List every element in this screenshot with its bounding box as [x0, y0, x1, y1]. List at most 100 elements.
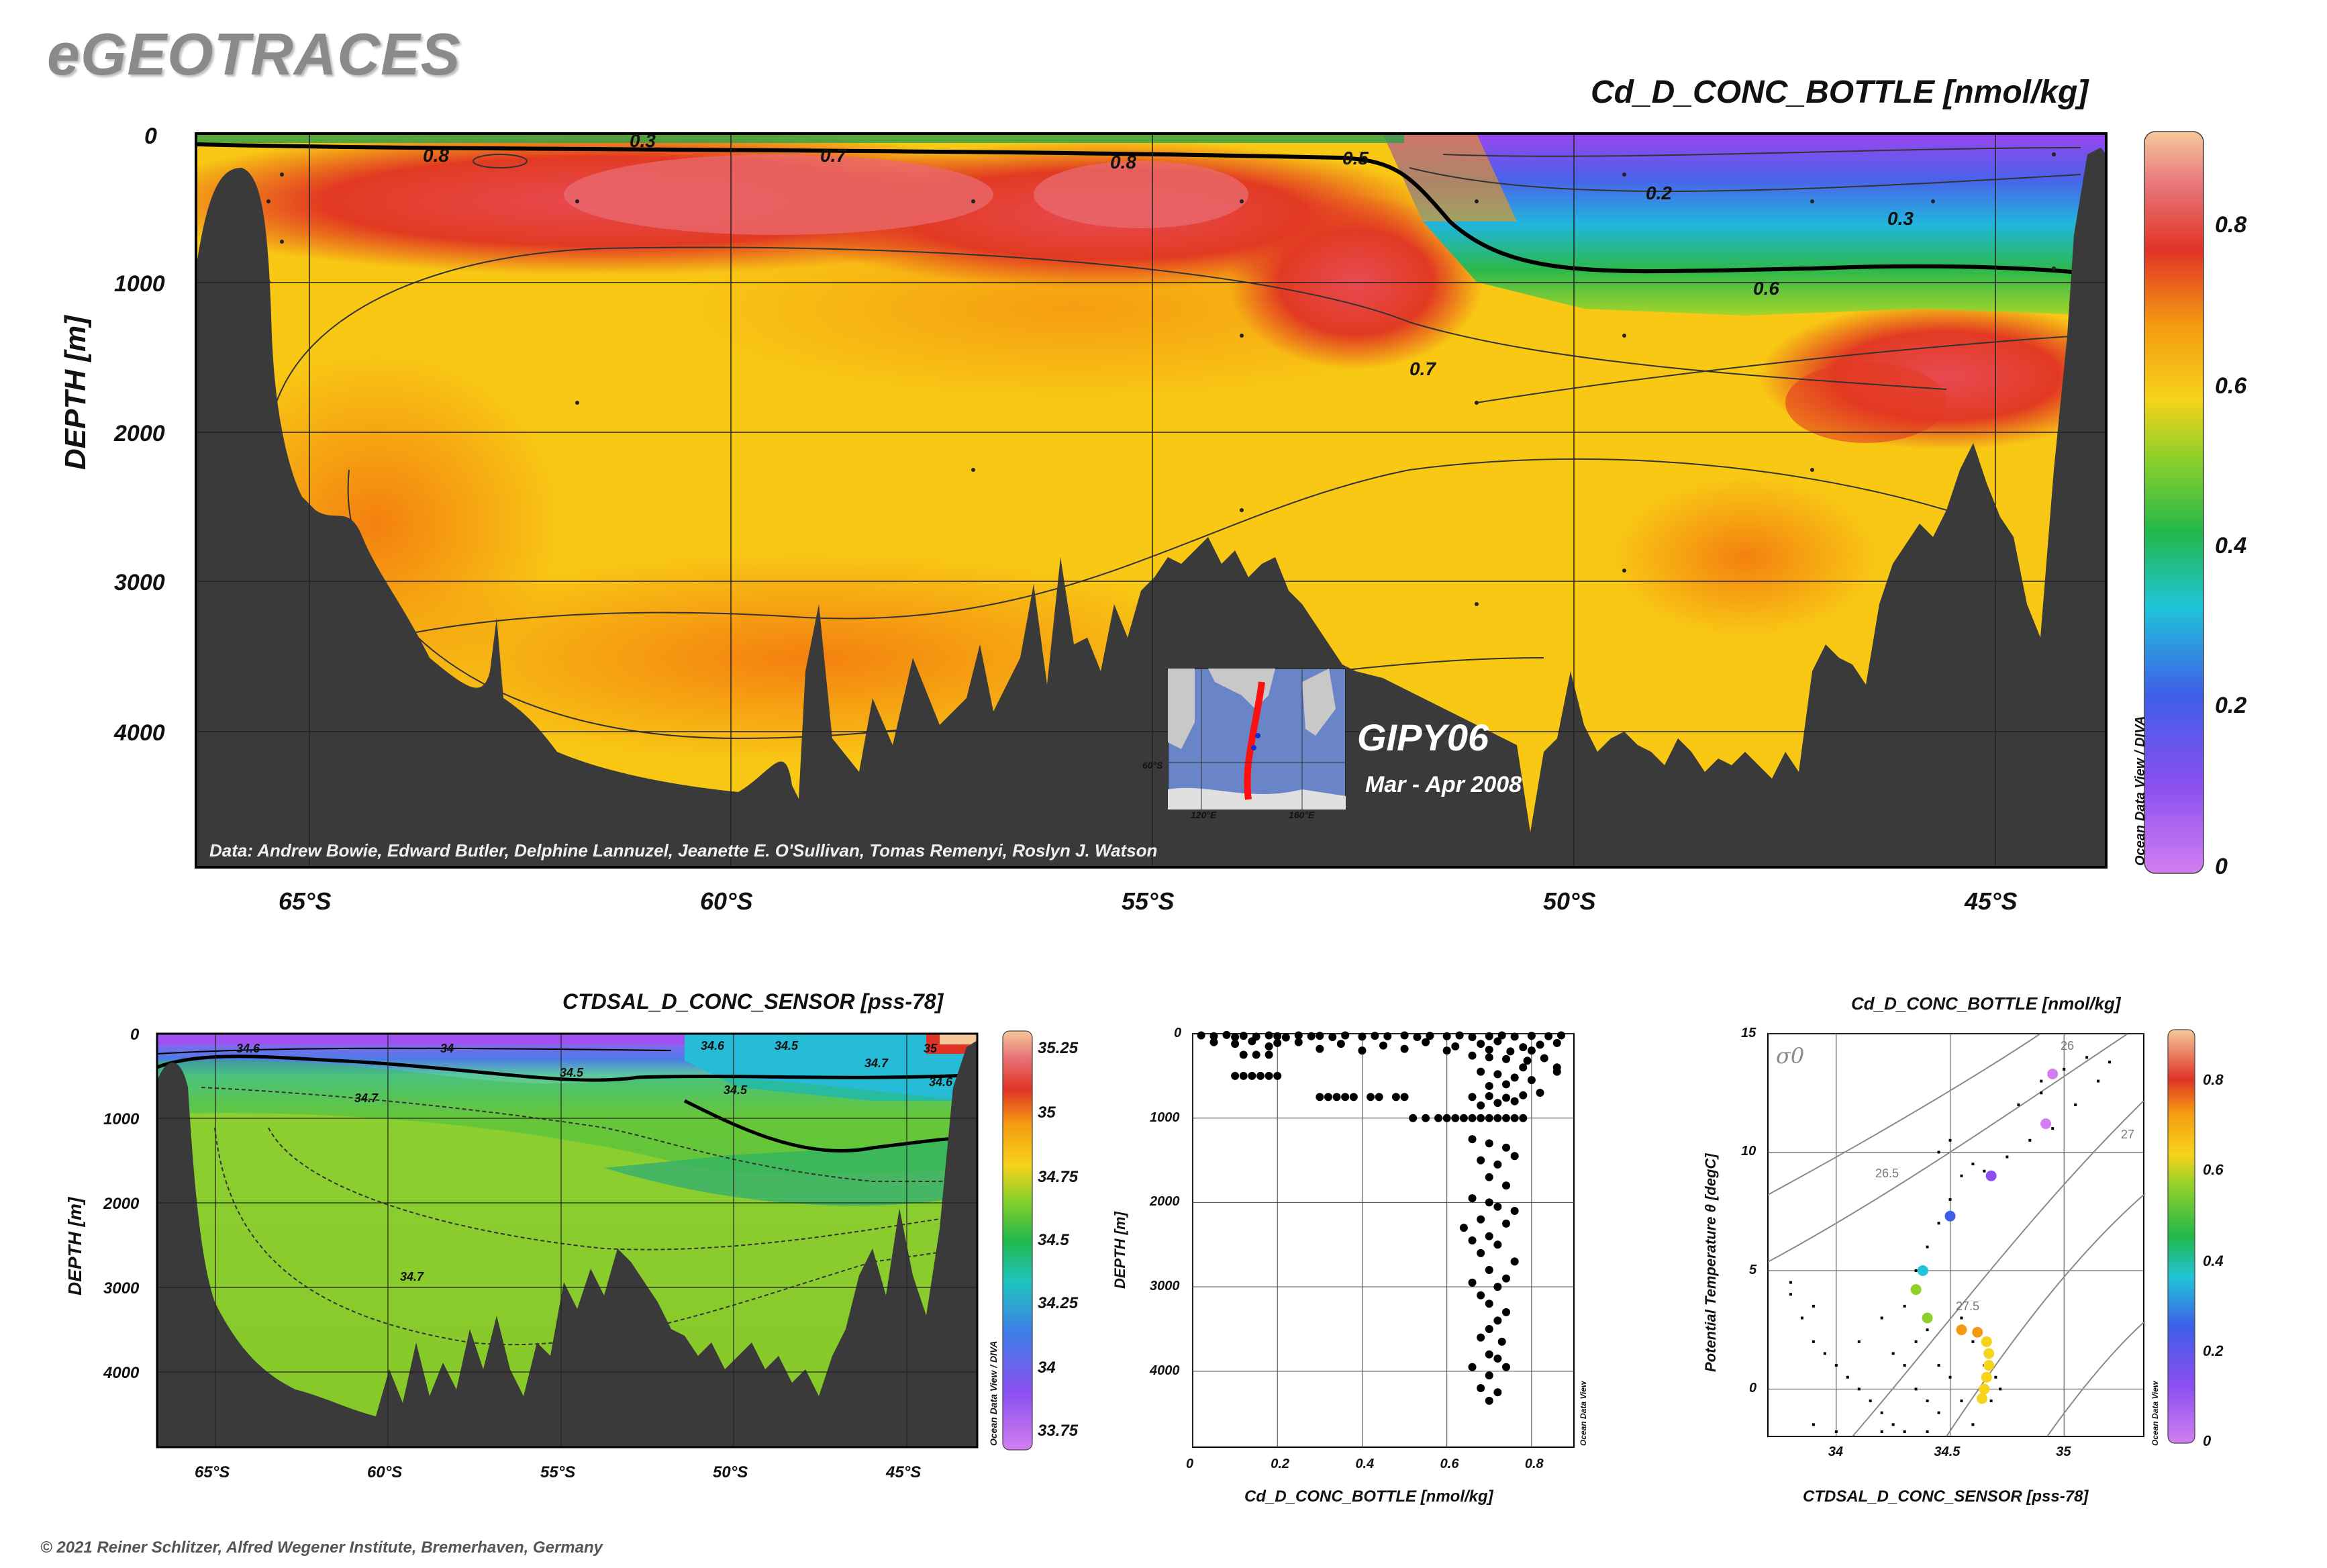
background-point [1989, 1400, 1993, 1403]
sal-xtick: 50°S [713, 1463, 748, 1481]
data-point [1358, 1032, 1367, 1041]
data-point [1239, 1032, 1248, 1040]
background-point [1983, 1364, 1986, 1367]
contour-label: 0.5 [1342, 148, 1369, 168]
scatter1-ylabel: DEPTH [m] [1111, 1212, 1128, 1289]
data-point [1485, 1266, 1493, 1274]
background-point [1937, 1222, 1940, 1225]
data-point [1519, 1114, 1528, 1122]
data-point [1442, 1114, 1451, 1122]
background-point [2108, 1061, 2112, 1064]
scatter2-ytick: 5 [1749, 1262, 1757, 1277]
cruise-map-inset [1168, 669, 1346, 810]
main-cb-tick: 0.4 [2215, 533, 2247, 558]
scatter2-watermark: Ocean Data View [2150, 1381, 2160, 1446]
background-point [1948, 1198, 1952, 1202]
data-point [1557, 1031, 1566, 1040]
data-point [1477, 1156, 1485, 1165]
background-point [2017, 1103, 2020, 1106]
background-point [1948, 1138, 1952, 1142]
main-title: Cd_D_CONC_BOTTLE [nmol/kg] [1591, 75, 2089, 110]
colored-point [1910, 1284, 1922, 1295]
data-point [1367, 1093, 1375, 1101]
background-point [2085, 1056, 2089, 1059]
data-point [1328, 1033, 1337, 1042]
isopycnal-value: 26.5 [1875, 1167, 1899, 1180]
contour-label: 0.6 [1753, 278, 1779, 299]
background-point [1891, 1352, 1895, 1355]
data-point [1209, 1038, 1218, 1046]
data-point [1316, 1093, 1324, 1101]
data-point [1493, 1099, 1502, 1108]
salinity-colorbar [1002, 1030, 1033, 1451]
colored-point [1972, 1326, 1983, 1338]
ts-cb-tick: 0.2 [2203, 1342, 2224, 1359]
background-point [1800, 1316, 1803, 1320]
salinity-section-plot [156, 1030, 1033, 1451]
data-point [1493, 1037, 1502, 1046]
data-point [1493, 1114, 1502, 1122]
scatter2-xtick: 34 [1828, 1444, 1844, 1459]
salinity-title: CTDSAL_D_CONC_SENSOR [pss-78] [562, 989, 944, 1014]
data-point [1468, 1194, 1477, 1203]
background-point [1812, 1304, 1815, 1308]
ts-cb-tick: 0.6 [2203, 1161, 2224, 1178]
data-point [1510, 1257, 1519, 1266]
data-point [1510, 1032, 1519, 1041]
data-point [1485, 1232, 1493, 1240]
background-point [1926, 1400, 1929, 1403]
background-point [1971, 1423, 1975, 1426]
data-point [1477, 1067, 1485, 1076]
background-point [1960, 1174, 1963, 1177]
background-point [1903, 1364, 1906, 1367]
data-point [1485, 1173, 1493, 1181]
sal-cb-tick: 35.25 [1038, 1039, 1079, 1057]
data-point [1502, 1143, 1511, 1152]
colored-point [1979, 1383, 1990, 1395]
data-point [1510, 1097, 1519, 1106]
background-point [1994, 1375, 1997, 1379]
sal-cb-tick: 34.25 [1038, 1294, 1079, 1312]
colored-point [1917, 1265, 1928, 1276]
main-section-plot [195, 131, 2204, 874]
ts-cb-tick: 0.8 [2203, 1071, 2224, 1088]
data-point [1485, 1198, 1493, 1207]
isopycnal-value: 26 [2061, 1039, 2075, 1052]
background-point [1857, 1387, 1861, 1391]
data-point [1281, 1033, 1290, 1042]
data-point [1552, 1038, 1561, 1047]
isopycnal-lines [1768, 1034, 2144, 1436]
data-point [1316, 1044, 1324, 1053]
data-point [1409, 1114, 1418, 1122]
sal-cb-tick: 35 [1038, 1104, 1056, 1122]
data-point [1493, 1070, 1502, 1079]
scatter2-ylabel: Potential Temperature θ [degC] [1702, 1153, 1719, 1372]
data-point [1239, 1050, 1248, 1059]
data-point [1422, 1038, 1430, 1046]
data-point [1413, 1033, 1422, 1042]
sal-contour-label: 35 [924, 1042, 938, 1055]
scatter2-ytick: 0 [1749, 1381, 1757, 1396]
data-point [1332, 1093, 1341, 1101]
background-point [2051, 1127, 2054, 1130]
data-point [1222, 1030, 1231, 1039]
data-point [1497, 1031, 1506, 1040]
ts-cb-tick: 0.4 [2203, 1253, 2224, 1269]
sal-contour-label: 34.7 [400, 1270, 424, 1283]
main-xtick: 55°S [1122, 887, 1175, 915]
background-point [1880, 1430, 1883, 1433]
sal-ytick: 1000 [103, 1110, 140, 1128]
background-point [1789, 1281, 1792, 1284]
data-point [1493, 1283, 1502, 1291]
data-point [1540, 1054, 1548, 1063]
main-xtick: 60°S [700, 887, 753, 915]
data-point [1341, 1031, 1350, 1040]
data-point [1502, 1308, 1511, 1316]
data-point [1485, 1081, 1493, 1090]
background-point [1914, 1269, 1918, 1272]
data-point [1273, 1071, 1282, 1080]
data-point [1434, 1114, 1443, 1122]
data-point [1493, 1388, 1502, 1397]
data-point [1197, 1031, 1205, 1040]
data-point [1502, 1363, 1511, 1371]
